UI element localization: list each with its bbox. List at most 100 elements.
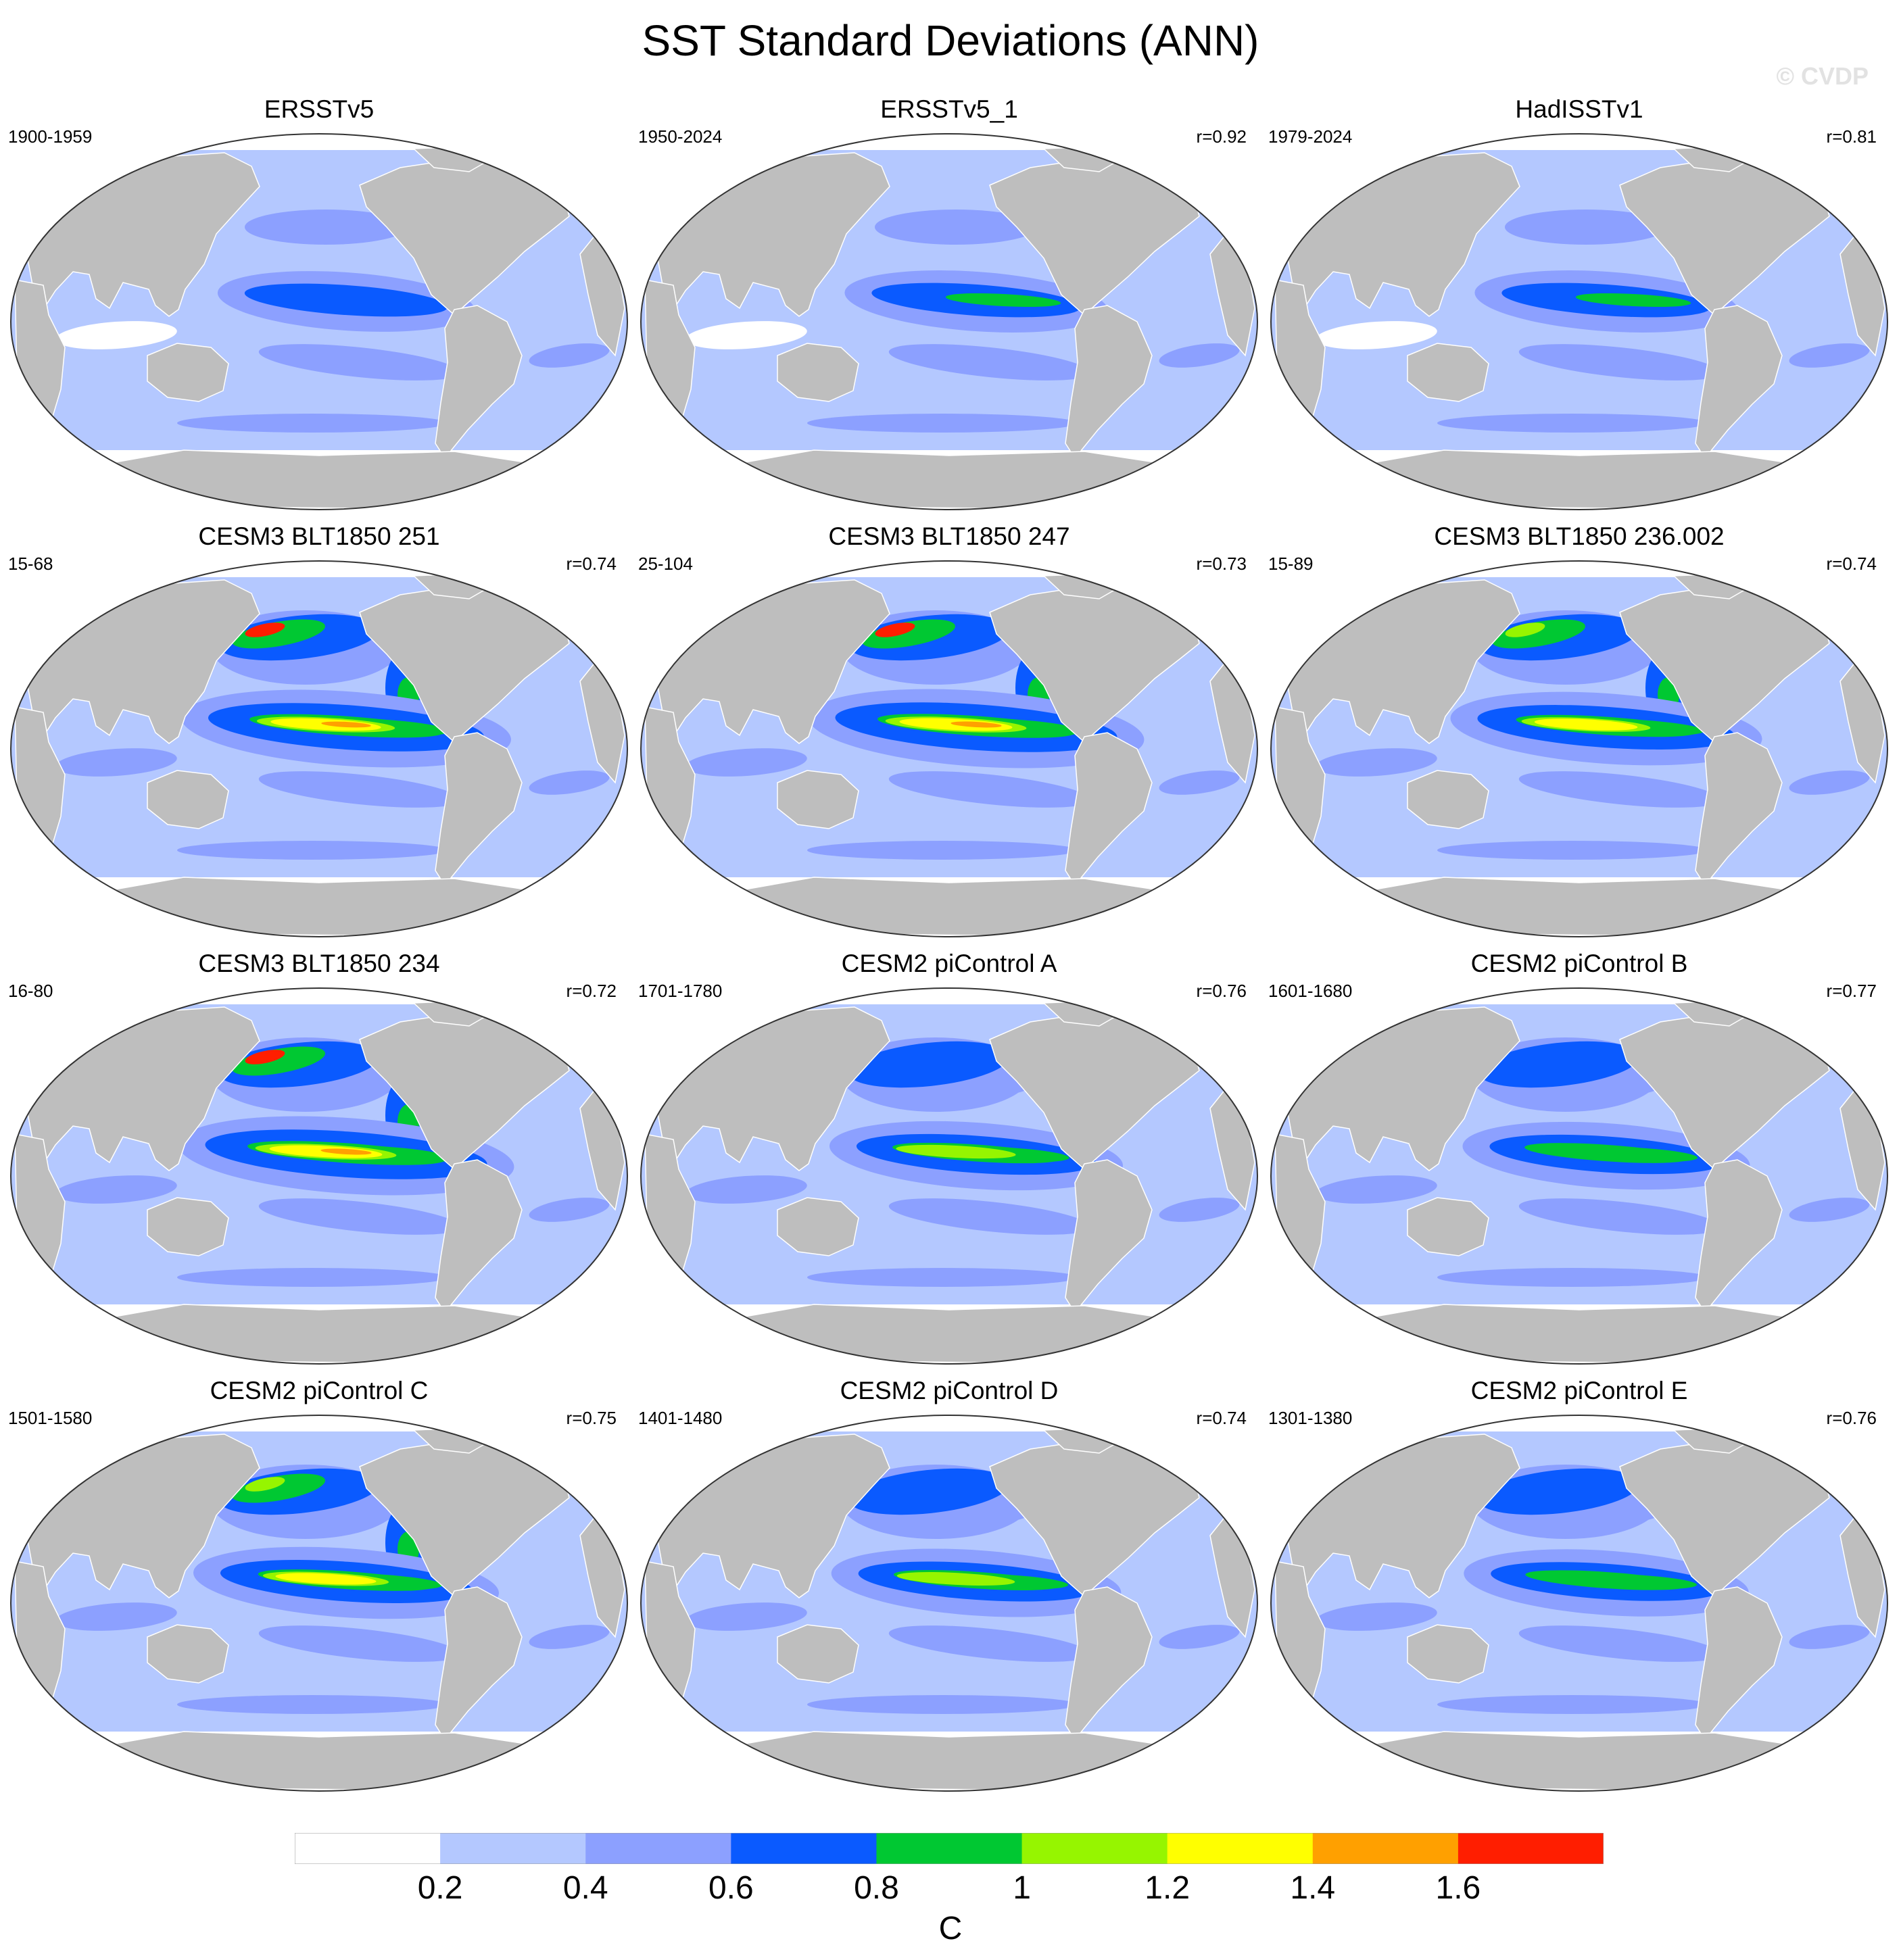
south-pacific-band (888, 1625, 1091, 1662)
land-australia (777, 1197, 859, 1256)
arctic-low (641, 561, 1257, 577)
panel-correlation: r=0.76 (1196, 981, 1247, 1001)
map-panel: CESM2 piControl D 1401-1480 r=0.74 (638, 1376, 1260, 1795)
panel-correlation: r=0.73 (1196, 554, 1247, 574)
colorbar-tick: 1.2 (1145, 1870, 1190, 1906)
map-projection (1270, 133, 1888, 510)
land-samerica (1695, 1159, 1783, 1314)
kuroshio-core (231, 1046, 326, 1076)
arctic-low (641, 134, 1257, 150)
southern-ocean-band (177, 414, 448, 433)
land-australia (147, 770, 229, 829)
panel-period: 1401-1480 (638, 1408, 723, 1428)
southern-ocean-band (807, 414, 1078, 433)
map-panel: CESM3 BLT1850 247 25-104 r=0.73 (638, 522, 1260, 941)
map-projection (1270, 987, 1888, 1365)
enso-core (1575, 293, 1691, 308)
panel-title: HadISSTv1 (1515, 95, 1643, 123)
south-atlantic-patch (1789, 1625, 1870, 1649)
indian-ocean-patch (685, 748, 807, 777)
map-panel: ERSSTv5_1 1950-2024 r=0.92 (638, 95, 1260, 514)
colorbar-unit-label: C (938, 1911, 963, 1946)
colorbar-tick: 0.2 (417, 1870, 463, 1906)
panel-period: 25-104 (638, 554, 693, 574)
land-samerica (1065, 305, 1153, 460)
panel-title: CESM3 BLT1850 234 (198, 950, 440, 977)
map-projection (10, 987, 628, 1365)
panel-period: 16-80 (8, 981, 53, 1001)
land-australia (1407, 770, 1489, 829)
panel-period: 1601-1680 (1268, 981, 1353, 1001)
globe-outline (1270, 987, 1888, 1365)
indian-ocean-patch (1316, 321, 1437, 349)
panel-period: 1950-2024 (638, 126, 723, 147)
north-pacific-patch (245, 210, 407, 245)
colorbar-segment (876, 1833, 1023, 1864)
north-pacific-patch (875, 210, 1037, 245)
southern-ocean-band (177, 1695, 448, 1714)
map-projection (1270, 1415, 1888, 1792)
land-antarctica (67, 877, 571, 936)
arctic-low (11, 561, 627, 577)
panel-title: CESM3 BLT1850 236.002 (1434, 522, 1725, 550)
map-panel: HadISSTv1 1979-2024 r=0.81 (1268, 95, 1890, 514)
land-antarctica (1327, 449, 1831, 509)
southern-ocean-band (1437, 841, 1708, 860)
south-pacific-band (888, 344, 1091, 381)
panel-title: CESM3 BLT1850 251 (198, 522, 440, 550)
south-pacific-band (1518, 771, 1721, 808)
panel-period: 1979-2024 (1268, 126, 1353, 147)
land-australia (147, 1197, 229, 1256)
colorbar-segment (585, 1833, 731, 1864)
arctic-low (641, 1415, 1257, 1431)
globe-outline (10, 133, 628, 510)
southern-ocean-band (807, 1695, 1078, 1714)
land-samerica (435, 1159, 523, 1314)
south-pacific-band (258, 344, 461, 381)
kuroshio-band (848, 1041, 1010, 1088)
south-pacific-band (258, 1198, 461, 1235)
arctic-low (1271, 1415, 1887, 1431)
south-atlantic-patch (1159, 1198, 1240, 1222)
land-samerica (1695, 732, 1783, 887)
arctic-low (11, 1415, 627, 1431)
map-panel: CESM2 piControl A 1701-1780 r=0.76 (638, 949, 1260, 1368)
panel-title: CESM2 piControl B (1470, 950, 1688, 977)
colorbar-segment (1458, 1833, 1604, 1864)
arctic-low (641, 988, 1257, 1004)
panel-correlation: r=0.74 (1196, 1408, 1247, 1428)
enso-level-1 (896, 1572, 1015, 1586)
south-pacific-band (1518, 1198, 1721, 1235)
southern-ocean-band (1437, 414, 1708, 433)
kuroshio-peak (245, 1477, 285, 1492)
kuroshio-core (1491, 619, 1586, 649)
colorbar-tick: 0.6 (708, 1870, 754, 1906)
kuroshio-core (231, 1473, 326, 1503)
land-australia (777, 1624, 859, 1684)
land-antarctica (1327, 877, 1831, 936)
panel-correlation: r=0.81 (1826, 126, 1877, 147)
globe-outline (640, 560, 1258, 937)
panel-correlation: r=0.74 (1826, 554, 1877, 574)
south-atlantic-patch (529, 343, 610, 368)
indian-ocean-patch (1316, 1175, 1437, 1204)
indian-ocean-patch (55, 1175, 177, 1204)
panel-correlation: r=0.92 (1196, 126, 1247, 147)
arctic-low (1271, 134, 1887, 150)
south-atlantic-patch (529, 1198, 610, 1222)
land-samerica (1065, 1159, 1153, 1314)
panel-period: 15-89 (1268, 554, 1314, 574)
southern-ocean-band (807, 1268, 1078, 1287)
panel-correlation: r=0.75 (566, 1408, 617, 1428)
panel-correlation: r=0.72 (566, 981, 617, 1001)
panel-title: CESM2 piControl C (210, 1377, 429, 1404)
land-antarctica (697, 877, 1201, 936)
enso-band (244, 283, 448, 317)
indian-ocean-patch (1316, 1602, 1437, 1631)
sst-field (1271, 134, 1887, 510)
map-panel: CESM3 BLT1850 251 15-68 r=0.74 (8, 522, 630, 941)
south-atlantic-patch (1159, 343, 1240, 368)
panel-title: CESM2 piControl A (841, 950, 1057, 977)
land-antarctica (697, 449, 1201, 509)
south-pacific-band (258, 1625, 461, 1662)
